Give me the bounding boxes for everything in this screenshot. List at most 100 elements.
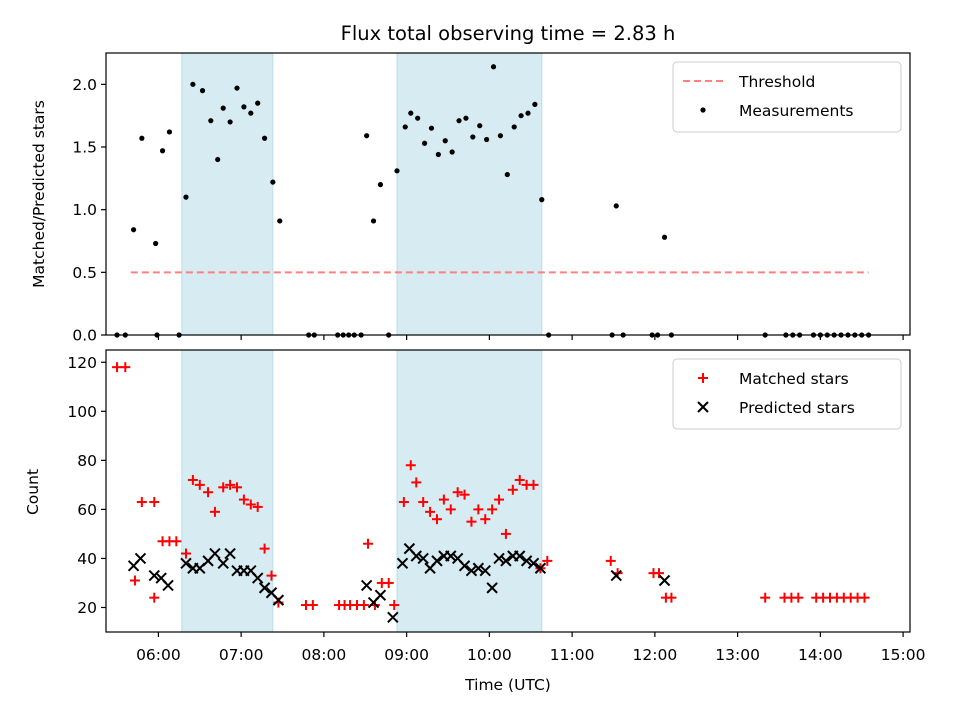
legend-measurement-swatch xyxy=(700,107,706,113)
legend-label: Predicted stars xyxy=(739,399,855,417)
observing-interval-band xyxy=(396,52,543,336)
predicted-stars-marker xyxy=(417,552,429,565)
y-tick-label: 1.0 xyxy=(72,201,97,219)
measurement-point xyxy=(255,100,261,106)
matched-stars-marker xyxy=(187,474,198,485)
predicted-stars-marker xyxy=(500,555,512,567)
matched-stars-marker xyxy=(383,577,394,588)
measurement-point xyxy=(470,134,476,140)
measurement-point xyxy=(525,110,531,116)
measurement-point xyxy=(377,182,384,188)
y-tick-label: 40 xyxy=(77,550,97,568)
star-count-panel: 20 40 60 80 100 120 06:00 07:00 08:00 09:00 10:00 1… xyxy=(67,349,925,664)
predicted-stars-marker xyxy=(465,564,478,577)
matched-stars-marker xyxy=(528,479,539,490)
legend-label: Threshold xyxy=(738,73,815,91)
legend-label: Measurements xyxy=(739,102,854,120)
matched-stars-marker xyxy=(514,474,525,485)
matched-stars-marker xyxy=(266,570,277,581)
matched-stars-marker xyxy=(209,506,220,517)
matched-stars-marker xyxy=(666,592,677,603)
predicted-stars-marker xyxy=(479,564,491,577)
matched-stars-marker xyxy=(136,497,147,508)
matched-stars-marker xyxy=(507,484,518,495)
flux-ratio-panel: 0.0 0.5 1.0 1.5 2.0 Threshold Measurements xyxy=(72,52,911,345)
matched-stars-marker xyxy=(398,497,409,508)
predicted-stars-marker xyxy=(527,557,540,570)
y-tick-label: 120 xyxy=(67,354,97,372)
matched-stars-marker xyxy=(445,504,456,515)
y-tick-label: 1.5 xyxy=(72,139,97,157)
matched-stars-marker xyxy=(363,538,374,549)
predicted-stars-marker xyxy=(658,574,671,587)
matched-stars-marker xyxy=(389,600,400,611)
predicted-stars-marker xyxy=(458,560,471,572)
measurement-point xyxy=(277,218,283,224)
matched-stars-marker xyxy=(760,592,771,603)
measurement-point xyxy=(183,194,189,200)
matched-stars-marker xyxy=(180,548,191,559)
predicted-stars-marker xyxy=(209,547,221,560)
matched-stars-marker xyxy=(494,494,505,505)
matched-stars-marker xyxy=(218,482,229,493)
predicted-stars-marker xyxy=(360,579,373,592)
matched-stars-marker xyxy=(171,536,182,547)
predicted-stars-marker xyxy=(431,555,443,567)
legend-box xyxy=(672,358,902,430)
predicted-stars-marker xyxy=(514,550,526,562)
matched-stars-marker xyxy=(438,494,449,505)
matched-stars-marker xyxy=(120,362,131,373)
measurement-point xyxy=(199,88,206,94)
matched-stars-marker xyxy=(411,477,422,488)
measurement-point xyxy=(484,136,490,143)
observing-interval-band xyxy=(396,349,543,633)
measurement-point xyxy=(532,101,538,107)
y-tick-label: 20 xyxy=(77,599,97,617)
matched-stars-marker xyxy=(149,497,160,508)
measurement-point xyxy=(364,133,370,139)
matched-stars-marker xyxy=(194,479,205,490)
matched-stars-marker xyxy=(129,575,140,586)
y-tick-label: 2.0 xyxy=(72,76,97,94)
measurement-point xyxy=(234,85,240,91)
matched-stars-marker xyxy=(245,499,256,510)
x-tick-label: 11:00 xyxy=(550,646,595,664)
matched-stars-marker xyxy=(542,555,553,566)
matched-stars-marker xyxy=(452,487,463,498)
matched-stars-marker xyxy=(473,504,484,515)
predicted-stars-marker xyxy=(251,572,264,584)
predicted-stars-marker xyxy=(134,552,147,565)
measurement-point xyxy=(208,118,214,124)
matched-stars-marker xyxy=(259,543,270,554)
predicted-stars-marker xyxy=(148,569,160,582)
predicted-stars-marker xyxy=(217,557,229,570)
predicted-stars-marker xyxy=(387,611,399,623)
predicted-stars-marker xyxy=(180,557,192,570)
matched-stars-marker xyxy=(459,489,470,500)
x-tick-label: 14:00 xyxy=(798,646,843,664)
legend: Matched stars Predicted stars xyxy=(672,358,902,430)
x-tick-label: 12:00 xyxy=(633,646,678,664)
measurement-point xyxy=(504,171,510,178)
legend-box xyxy=(672,61,902,133)
measurement-point xyxy=(241,104,247,110)
predicted-stars-marker xyxy=(486,582,498,594)
predicted-stars-marker xyxy=(162,579,174,592)
chart-title: Flux total observing time = 2.83 h xyxy=(341,22,676,45)
measurement-point xyxy=(490,64,497,70)
y-tick-label: 80 xyxy=(77,452,97,470)
measurement-point xyxy=(215,156,221,163)
y-tick-label: 0.5 xyxy=(72,264,97,282)
measurement-point xyxy=(435,151,441,158)
measurement-point xyxy=(449,149,455,155)
matched-stars-marker xyxy=(431,514,442,525)
matched-stars-marker xyxy=(232,482,243,493)
y-tick-label: 0.0 xyxy=(72,327,97,345)
matched-stars-marker xyxy=(418,497,429,508)
legend-matched-swatch xyxy=(698,373,708,383)
matched-stars-marker xyxy=(238,494,249,505)
legend-predicted-swatch xyxy=(697,401,709,413)
measurement-point xyxy=(394,168,400,174)
measurement-point xyxy=(415,115,421,121)
measurement-point xyxy=(153,240,159,247)
